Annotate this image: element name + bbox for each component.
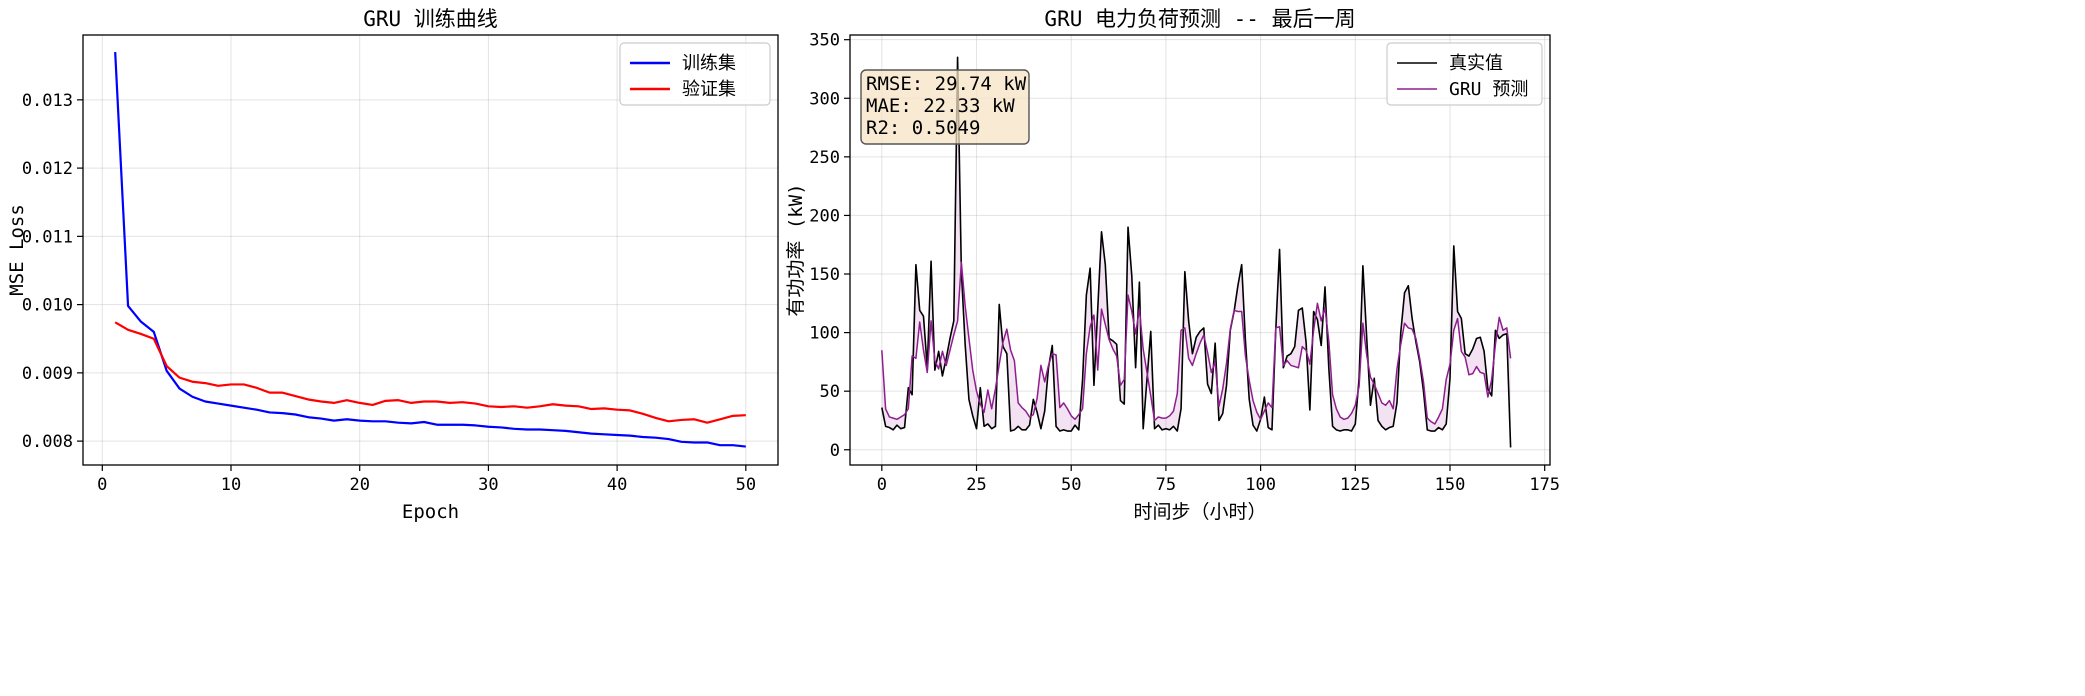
y-tick-label: 300 (809, 89, 840, 109)
ticks: 0 10 20 30 40 50 0.008 0.009 0.010 0.011 0.012 0.01… (22, 91, 756, 495)
y-tick-label: 250 (809, 148, 840, 168)
y-tick-label: 150 (809, 265, 840, 285)
legend-label-train: 训练集 (682, 53, 736, 74)
x-tick-label: 20 (349, 475, 369, 495)
y-tick-label: 350 (809, 31, 840, 51)
legend: 训练集 验证集 (619, 42, 771, 106)
y-tick-label: 50 (820, 382, 840, 402)
y-tick-label: 0.011 (22, 227, 73, 247)
metric-mae: MAE: 22.33 kW (866, 95, 1015, 117)
metrics-annotation: RMSE: 29.74 kW MAE: 22.33 kW R2: 0.5049 (860, 69, 1030, 145)
legend-label-val: 验证集 (682, 79, 736, 100)
y-tick-label: 0 (830, 441, 840, 461)
metric-r2: R2: 0.5049 (866, 117, 980, 139)
x-tick-label: 0 (877, 475, 887, 495)
chart-title: GRU 训练曲线 (363, 7, 498, 31)
y-axis-label: MSE Loss (6, 204, 28, 296)
series-line-1 (881, 261, 1512, 425)
y-tick-label: 0.010 (22, 296, 73, 316)
legend-label-predicted: GRU 预测 (1449, 79, 1528, 100)
legend: 真实值 GRU 预测 (1386, 42, 1543, 106)
y-tick-label: 0.009 (22, 364, 73, 384)
plot-area (114, 52, 746, 448)
x-tick-label: 150 (1435, 475, 1466, 495)
axes-frame (849, 34, 1551, 466)
series-line-0 (881, 56, 1512, 448)
y-tick-label: 0.012 (22, 159, 73, 179)
legend-label-actual: 真实值 (1449, 53, 1503, 74)
y-tick-label: 0.008 (22, 432, 73, 452)
y-tick-label: 100 (809, 324, 840, 344)
plot-area (881, 56, 1512, 448)
x-tick-label: 0 (97, 475, 107, 495)
x-tick-label: 10 (221, 475, 241, 495)
x-tick-label: 125 (1340, 475, 1371, 495)
grid (850, 35, 1550, 465)
x-tick-label: 50 (736, 475, 756, 495)
x-tick-label: 75 (1156, 475, 1176, 495)
y-tick-label: 0.013 (22, 91, 73, 111)
x-tick-label: 30 (478, 475, 498, 495)
axes-frame (82, 34, 779, 466)
x-axis-label: 时间步（小时） (1133, 501, 1266, 523)
series-line-1 (114, 321, 746, 424)
metrics-box (860, 69, 1030, 145)
y-axis-label: 有功功率 (kW) (785, 183, 807, 316)
x-tick-label: 100 (1245, 475, 1276, 495)
metric-rmse: RMSE: 29.74 kW (866, 73, 1027, 95)
x-tick-label: 175 (1529, 475, 1560, 495)
y-tick-label: 200 (809, 206, 840, 226)
grid (83, 35, 778, 465)
x-tick-label: 25 (966, 475, 986, 495)
training-curve-panel: 0 10 20 30 40 50 0.008 0.009 0.010 0.011 0.012 0.01… (6, 7, 779, 523)
chart-title: GRU 电力负荷预测 -- 最后一周 (1044, 7, 1355, 31)
x-axis-label: Epoch (402, 501, 459, 523)
series-line-0 (114, 52, 746, 448)
forecast-panel: 0 25 50 75 100 125 150 175 0 50 100 150 200 250 300 350… (785, 7, 1560, 523)
ticks: 0 25 50 75 100 125 150 175 0 50 100 150 200 250 300 350 (809, 31, 1560, 495)
x-tick-label: 50 (1061, 475, 1081, 495)
x-tick-label: 40 (607, 475, 627, 495)
